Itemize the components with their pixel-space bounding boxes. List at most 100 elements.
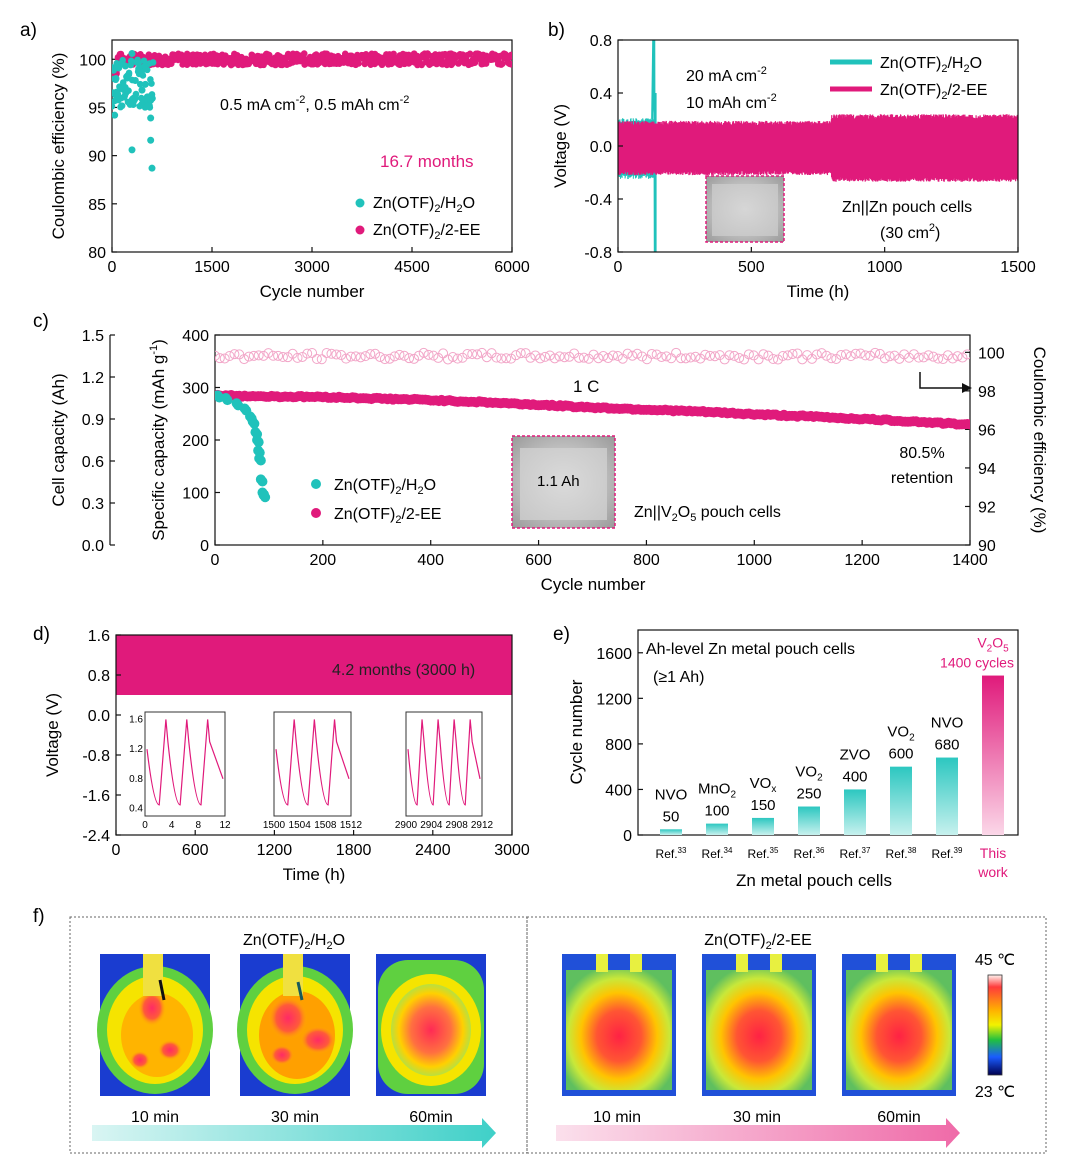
- panel-c-ce-point: [224, 350, 235, 361]
- panel-a-ee-point: [390, 50, 397, 58]
- thermal-time-ee-30: 30 min: [733, 1109, 781, 1126]
- panel-c-ce-point: [462, 349, 473, 360]
- panel-b-label: b): [548, 20, 565, 41]
- panel-c-ce-point: [442, 354, 453, 365]
- panel-b-capacity: 10 mAh cm-2: [686, 92, 777, 112]
- panel-c-ce-point: [578, 352, 589, 363]
- panel-c-ce-point: [860, 350, 871, 361]
- panel-c-ytick-label: 400: [182, 328, 209, 345]
- panel-e-bar: [890, 766, 912, 835]
- panel-c-ce-point: [942, 350, 953, 361]
- panel-d-inset-ytick: 0.4: [129, 804, 143, 815]
- panel-c-ce-point: [263, 348, 274, 359]
- panel-c-xtick-label: 400: [417, 552, 444, 569]
- panel-a-legend-h2o: Zn(OTF)2/H2O: [373, 195, 475, 215]
- thermal-image-h2o-60min: [376, 954, 486, 1096]
- panel-c-ce-point: [302, 348, 313, 359]
- panel-c-ce-point: [603, 353, 614, 364]
- panel-e-bar-value: 400: [842, 768, 867, 785]
- panel-a-h2o-point: [139, 72, 147, 79]
- panel-a-h2o-point: [125, 71, 133, 79]
- panel-e-title: Ah-level Zn metal pouch cells: [646, 641, 855, 658]
- panel-e-bar: [660, 829, 682, 835]
- panel-c-xtick-label: 1200: [844, 552, 880, 569]
- panel-c-ce-point: [627, 350, 638, 361]
- panel-d-inset-xtick: 12: [219, 820, 231, 831]
- panel-e-bar-this-work: [982, 675, 1004, 835]
- panel-a-h2o-point: [141, 80, 149, 88]
- panel-c-photo-label: 1.1 Ah: [537, 473, 580, 490]
- panel-b-pouch-photo-cell: [712, 184, 778, 236]
- panel-b-ylabel: Voltage (V): [551, 104, 570, 188]
- panel-c-right-ytick-label: 94: [978, 461, 996, 478]
- panel-d-inset-xtick: 1500: [263, 820, 286, 831]
- panel-d-frame: [115, 634, 513, 836]
- panel-b-xtick-label: 1500: [1000, 259, 1036, 276]
- thermal-scale-min: 23 ℃: [975, 1084, 1015, 1101]
- panel-c-ytick-label: 0: [200, 538, 209, 555]
- panel-d-inset-xtick: 8: [196, 820, 202, 831]
- panel-d-voltage-band: [116, 635, 512, 695]
- panel-a-h2o-point: [140, 57, 148, 65]
- panel-a-h2o-point: [112, 111, 119, 119]
- panel-a-h2o-point: [131, 76, 139, 84]
- panel-a-h2o-point: [145, 102, 153, 110]
- panel-e-bar: [752, 817, 774, 835]
- panel-a-h2o-point: [147, 114, 155, 122]
- panel-c-ce-point: [423, 349, 434, 360]
- panel-e-bar-value: 250: [796, 786, 821, 803]
- panel-c-ce-point: [326, 348, 337, 359]
- panel-d-inset-trace: [275, 719, 350, 806]
- panel-c-caption: Zn||V2O5 pouch cells: [634, 504, 781, 524]
- panel-c-ce-point: [675, 353, 686, 364]
- panel-a-xtick-label: 0: [108, 259, 117, 276]
- panel-c-ce-point: [311, 353, 322, 364]
- thermal-colour-scale: [987, 974, 1003, 1076]
- panel-c-ce-point: [593, 353, 604, 364]
- panel-d-inset-trace: [146, 719, 224, 806]
- panel-a-h2o-point: [148, 164, 156, 172]
- panel-c-ce-point: [758, 349, 769, 360]
- panel-c-ce-point: [307, 347, 318, 358]
- panel-c-ce-point: [394, 349, 405, 360]
- panel-c-ce-point: [811, 349, 822, 360]
- panel-c-ce-point: [491, 352, 502, 363]
- panel-c-ce-point: [472, 349, 483, 360]
- panel-e-this-work-cycles: 1400 cycles: [940, 655, 1014, 671]
- panel-c-ce-point: [709, 351, 720, 362]
- panel-c-pouch-photo-cell: [520, 448, 607, 520]
- panel-d-xtick-label: 1800: [336, 842, 372, 859]
- panel-a-ee-point: [507, 51, 512, 59]
- panel-c-ce-point: [239, 354, 250, 365]
- panel-a-h2o-point: [147, 136, 155, 144]
- panel-a-h2o-point: [132, 90, 140, 98]
- panel-a-legend-ee: Zn(OTF)2/2-EE: [373, 222, 480, 242]
- panel-c-ce-point: [215, 353, 225, 364]
- panel-d-inset-ytick: 1.6: [129, 714, 143, 725]
- panel-c-ylabel-left: Specific capacity (mAh g-1): [148, 339, 168, 541]
- thermal-group-right-frame: [526, 916, 1047, 1154]
- panel-c-ce-point: [845, 351, 856, 362]
- panel-e-bar-ref: Ref.39: [932, 846, 963, 861]
- panel-c-ce-point: [447, 351, 458, 362]
- panel-c-ce-point: [947, 353, 958, 364]
- panel-c-ce-point: [452, 353, 463, 364]
- panel-c-ce-point: [467, 349, 478, 360]
- panel-c-ce-point: [292, 352, 303, 363]
- panel-e-bar-material: VO2: [887, 724, 915, 744]
- panel-b-ee-trace: [618, 114, 1018, 182]
- panel-c-ce-point: [739, 354, 750, 365]
- panel-a-frame: [111, 39, 513, 253]
- thermal-group-left-title: Zn(OTF)2/H2O: [243, 932, 345, 952]
- thermal-time-ee-10: 10 min: [593, 1109, 641, 1126]
- panel-e-subtitle: (≥1 Ah): [653, 669, 704, 686]
- panel-c-ce-point: [554, 351, 565, 362]
- panel-d-inset-xtick: 1512: [340, 820, 363, 831]
- panel-d-inset-xtick: 2900: [395, 820, 418, 831]
- panel-d-inset-ytick: 0.8: [129, 774, 143, 785]
- panel-a-ee-point: [355, 60, 362, 67]
- thermal-time-h2o-30: 30 min: [271, 1109, 319, 1126]
- panel-e-bar-material: NVO: [931, 715, 964, 732]
- panel-d-inset-xtick: 2904: [420, 820, 443, 831]
- panel-c-ce-point: [768, 353, 779, 364]
